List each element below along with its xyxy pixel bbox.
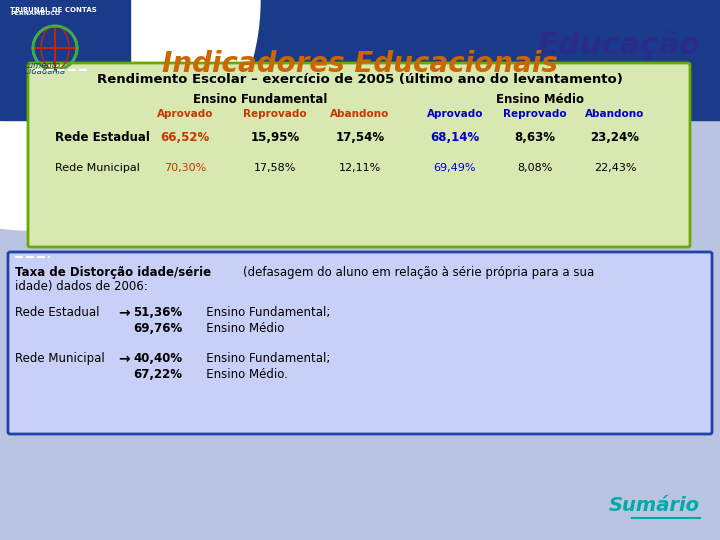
Text: Rendimento Escolar – exercício de 2005 (último ano do levantamento): Rendimento Escolar – exercício de 2005 (… [97,73,623,86]
Text: de Cidadania: de Cidadania [10,67,65,76]
Text: 23,24%: 23,24% [590,131,639,144]
Text: 12,11%: 12,11% [339,163,381,173]
Text: Ensino Fundamental;: Ensino Fundamental; [195,306,330,319]
Bar [0,0,720,120]
Text: Educação: Educação [537,30,700,60]
Text: Taxa de Distorção idade/série: Taxa de Distorção idade/série [15,266,211,279]
Text: Ensino Médio: Ensino Médio [496,93,584,106]
Text: 17,54%: 17,54% [336,131,384,144]
Text: Ensino Médio.: Ensino Médio. [195,368,288,381]
Text: (defasagem do aluno em relação à série própria para a sua: (defasagem do aluno em relação à série p… [243,266,594,279]
Text: Instrumento: Instrumento [10,61,61,70]
Text: 66,52%: 66,52% [161,131,210,144]
Circle shape [0,0,260,230]
Text: Indicadores Educacionais: Indicadores Educacionais [162,50,558,78]
Text: Rede Municipal: Rede Municipal [15,352,104,365]
Bar [0,0,130,120]
Text: Rede Municipal: Rede Municipal [55,163,140,173]
Text: →: → [118,306,130,320]
FancyBboxPatch shape [8,252,712,434]
Text: 69,76%: 69,76% [133,322,182,335]
Text: Sumário: Sumário [609,496,700,515]
Text: idade) dados de 2006:: idade) dados de 2006: [15,280,148,293]
Text: Aprovado: Aprovado [157,109,213,119]
Text: Aprovado: Aprovado [427,109,483,119]
Text: Ensino Fundamental;: Ensino Fundamental; [195,352,330,365]
FancyBboxPatch shape [28,63,690,247]
Text: Abandono: Abandono [330,109,390,119]
Text: 8,63%: 8,63% [515,131,556,144]
Text: 69,49%: 69,49% [433,163,476,173]
Text: 70,30%: 70,30% [164,163,206,173]
Text: 17,58%: 17,58% [254,163,296,173]
Text: Ensino Fundamental: Ensino Fundamental [193,93,327,106]
Text: 68,14%: 68,14% [431,131,480,144]
Text: Rede Estadual: Rede Estadual [15,306,99,319]
Text: 8,08%: 8,08% [517,163,553,173]
Text: Reprovado: Reprovado [503,109,567,119]
Text: 51,36%: 51,36% [133,306,182,319]
Text: PERNAMBUCO: PERNAMBUCO [10,11,60,16]
Text: Reprovado: Reprovado [243,109,307,119]
Text: →: → [118,352,130,366]
Text: Rede Estadual: Rede Estadual [55,131,150,144]
Text: Ensino Médio: Ensino Médio [195,322,284,335]
Text: 67,22%: 67,22% [133,368,182,381]
Text: 40,40%: 40,40% [133,352,182,365]
Text: Abandono: Abandono [585,109,644,119]
Text: 22,43%: 22,43% [594,163,636,173]
Text: 15,95%: 15,95% [251,131,300,144]
Text: TRIBUNAL DE CONTAS: TRIBUNAL DE CONTAS [10,7,96,13]
